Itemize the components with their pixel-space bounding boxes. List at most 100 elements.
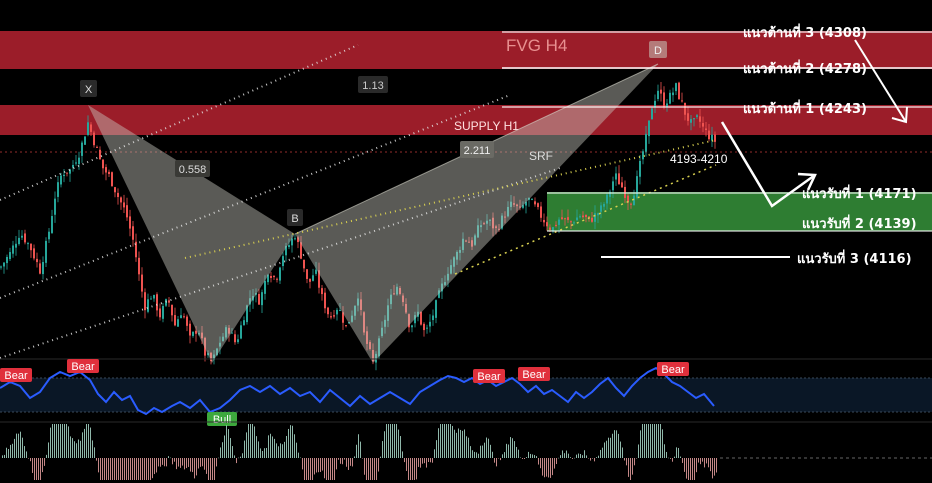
- histogram-bar: [134, 458, 135, 480]
- histogram-bar: [306, 458, 307, 480]
- histogram-bar: [358, 434, 359, 458]
- histogram-bar: [412, 458, 413, 480]
- supply-h1-label: SUPPLY H1: [454, 119, 519, 133]
- histogram-bar: [172, 458, 173, 465]
- candle-body: [552, 227, 554, 232]
- histogram-bar: [238, 457, 239, 459]
- resistance-2-label: แนวต้านที่ 2 (4278): [743, 59, 867, 77]
- histogram-bar: [606, 440, 607, 458]
- histogram-bar: [656, 424, 657, 458]
- histogram-bar: [564, 453, 565, 458]
- candle-body: [51, 216, 53, 233]
- candle-body: [696, 115, 698, 117]
- histogram-bar: [484, 442, 485, 458]
- candle-body: [93, 132, 95, 146]
- histogram-bar: [532, 454, 533, 458]
- candle-body: [141, 274, 143, 292]
- candle-body: [420, 311, 422, 325]
- histogram-bar: [156, 458, 157, 473]
- candle-body: [312, 275, 314, 281]
- histogram-bar: [534, 455, 535, 458]
- histogram-bar: [570, 457, 571, 458]
- histogram-bar: [360, 441, 361, 458]
- histogram-bar: [588, 458, 589, 459]
- candle-body: [597, 213, 599, 216]
- candle-body: [348, 322, 350, 324]
- histogram-bar: [290, 425, 291, 458]
- histogram-bar: [620, 441, 621, 458]
- histogram-bar: [482, 445, 483, 458]
- trend-line-yellow-lower: [454, 164, 717, 275]
- candle-body: [522, 205, 524, 208]
- candle-body: [408, 314, 410, 328]
- histogram-bar: [240, 456, 241, 458]
- candle-body: [18, 237, 20, 245]
- histogram-bar: [450, 424, 451, 458]
- histogram-bar: [258, 441, 259, 458]
- candle-body: [558, 219, 560, 225]
- histogram-bar: [626, 458, 627, 466]
- histogram-bar: [678, 447, 679, 458]
- histogram-bar: [388, 424, 389, 458]
- histogram-bar: [204, 458, 205, 470]
- histogram-bar: [262, 450, 263, 458]
- candle-body: [255, 293, 257, 295]
- svg-text:2.211: 2.211: [464, 145, 491, 157]
- candle-body: [603, 203, 605, 207]
- candle-body: [21, 235, 23, 238]
- histogram-bar: [218, 457, 219, 459]
- histogram-bar: [160, 458, 161, 467]
- histogram-bar: [644, 424, 645, 458]
- candle-body: [447, 273, 449, 281]
- histogram-bar: [186, 458, 187, 469]
- candle-body: [153, 294, 155, 299]
- histogram-bar: [602, 447, 603, 458]
- candle-body: [105, 167, 107, 173]
- candle-body: [369, 342, 371, 350]
- candle-body: [237, 339, 239, 343]
- forecast-arrowhead-right: [797, 172, 817, 191]
- candle-body: [480, 225, 482, 228]
- candle-body: [519, 206, 521, 208]
- candle-body: [375, 353, 377, 363]
- candle-body: [648, 120, 650, 137]
- candle-body: [438, 290, 440, 298]
- histogram-bar: [616, 430, 617, 458]
- histogram-bar: [584, 450, 585, 458]
- oscillator-pane: Bear Bear Bear Bear Bear Bull: [0, 359, 932, 426]
- candle-body: [297, 237, 299, 243]
- candle-body: [183, 316, 185, 318]
- histogram-bar: [424, 458, 425, 464]
- histogram-bar: [178, 458, 179, 467]
- histogram-bar: [666, 451, 667, 458]
- candle-body: [507, 206, 509, 217]
- forecast-arrowhead-down: [891, 106, 908, 124]
- histogram-bar: [174, 458, 175, 462]
- histogram-bar: [348, 458, 349, 470]
- histogram-bar: [392, 424, 393, 458]
- histogram-bar: [618, 433, 619, 458]
- candle-body: [315, 269, 317, 274]
- histogram-bar: [90, 427, 91, 458]
- candle-body: [393, 293, 395, 295]
- candle-body: [96, 146, 98, 148]
- histogram-bar: [662, 429, 663, 458]
- candle-body: [15, 243, 17, 248]
- candle-body: [546, 222, 548, 227]
- candle-body: [573, 222, 575, 224]
- histogram-bar: [152, 458, 153, 479]
- histogram-bar: [458, 428, 459, 458]
- histogram-bar: [260, 448, 261, 458]
- histogram-bar: [214, 458, 215, 480]
- candle-body: [534, 201, 536, 205]
- candle-body: [504, 216, 506, 218]
- candle-body: [84, 136, 86, 145]
- histogram-bar: [20, 431, 21, 458]
- histogram-bar: [622, 447, 623, 458]
- candle-body: [609, 191, 611, 197]
- candle-body: [342, 312, 344, 323]
- histogram-bar: [66, 424, 67, 458]
- histogram-bar: [216, 458, 217, 467]
- point-d-label: D: [649, 41, 667, 58]
